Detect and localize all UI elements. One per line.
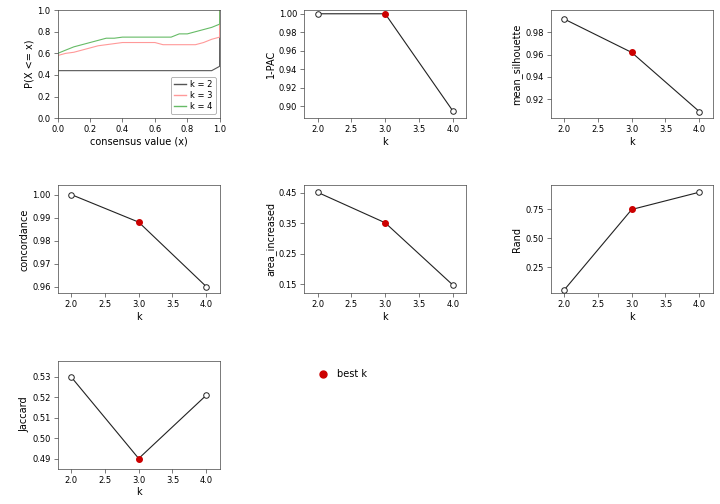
Legend: k = 2, k = 3, k = 4: k = 2, k = 3, k = 4	[171, 77, 215, 114]
Y-axis label: Rand: Rand	[513, 227, 523, 252]
X-axis label: k: k	[136, 312, 142, 322]
X-axis label: k: k	[629, 137, 634, 147]
Y-axis label: 1-PAC: 1-PAC	[266, 50, 276, 78]
Y-axis label: area_increased: area_increased	[265, 203, 276, 276]
Y-axis label: mean_silhouette: mean_silhouette	[511, 24, 523, 105]
X-axis label: k: k	[382, 137, 388, 147]
Y-axis label: concordance: concordance	[19, 208, 30, 271]
Legend: best k: best k	[309, 365, 371, 383]
X-axis label: k: k	[629, 312, 634, 322]
Y-axis label: Jaccard: Jaccard	[19, 397, 30, 432]
Y-axis label: P(X <= x): P(X <= x)	[24, 40, 35, 88]
X-axis label: k: k	[136, 487, 142, 497]
X-axis label: k: k	[382, 312, 388, 322]
X-axis label: consensus value (x): consensus value (x)	[90, 137, 188, 147]
